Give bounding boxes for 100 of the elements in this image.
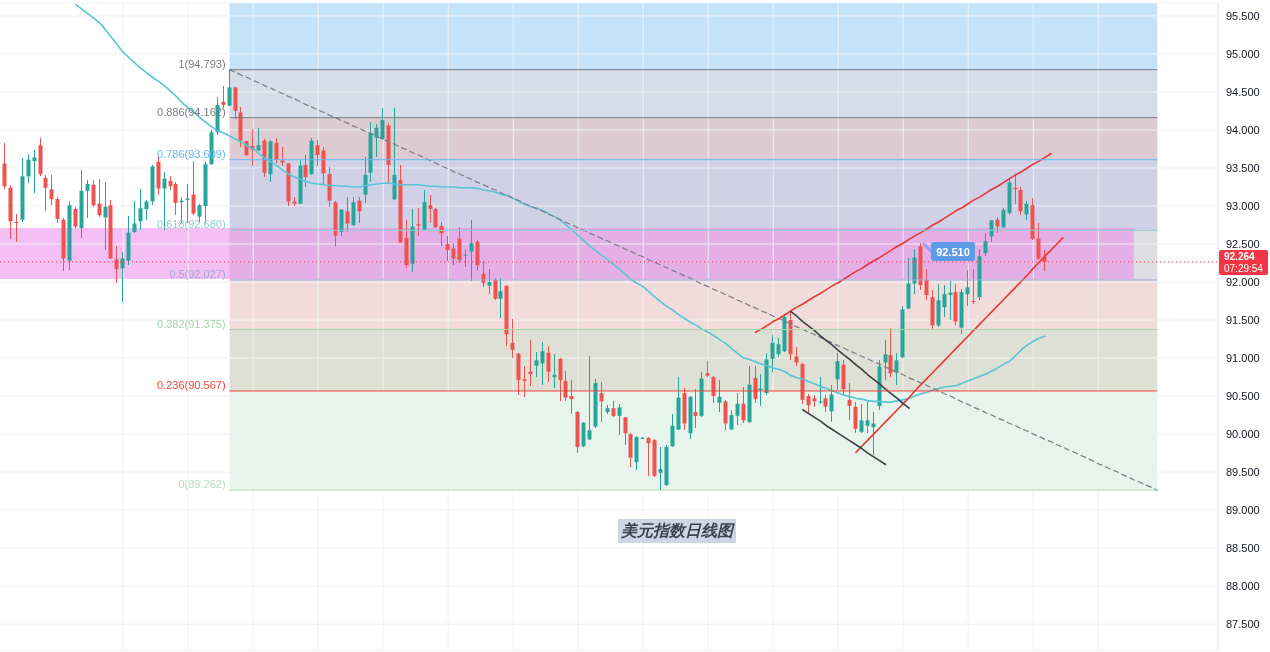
candlestick [794, 346, 799, 368]
candlestick [498, 277, 503, 319]
candlestick [670, 412, 675, 448]
candlestick [416, 207, 421, 237]
candlestick [883, 339, 888, 381]
candlestick [599, 381, 604, 423]
candlestick [91, 179, 96, 208]
ref-line-label: 0.5(92.027) [169, 267, 226, 280]
line-series [855, 237, 1064, 454]
candlestick [865, 400, 870, 434]
candlestick [2, 142, 7, 190]
text: 07:29:54 [1224, 262, 1264, 274]
y-tick-label: 92.500 [1226, 237, 1260, 250]
candlestick [723, 399, 728, 431]
line-series [790, 310, 910, 410]
candlestick [693, 388, 698, 429]
candlestick [741, 386, 746, 425]
candlestick [1024, 200, 1029, 221]
y-tick-label: 87.500 [1226, 618, 1260, 631]
candlestick [227, 69, 232, 107]
y-tick-label: 89.000 [1226, 504, 1260, 517]
candlestick [339, 208, 344, 237]
candlestick [49, 174, 54, 206]
y-tick-label: 91.000 [1226, 351, 1260, 364]
candlestick [433, 207, 438, 229]
candlestick [363, 155, 368, 204]
candlestick [451, 242, 456, 266]
candlestick [191, 160, 196, 216]
candlestick [428, 194, 433, 225]
candlestick [534, 351, 539, 378]
candlestick [628, 432, 633, 468]
candlestick [1001, 207, 1006, 229]
ref-line-label: 0(89.262) [178, 478, 226, 491]
candlestick [114, 245, 119, 284]
candlestick [558, 357, 563, 402]
y-tick-label: 94.000 [1226, 123, 1260, 136]
candlestick [97, 178, 102, 218]
candlestick [73, 206, 78, 229]
y-tick-label: 88.000 [1226, 580, 1260, 593]
line-series [75, 3, 1046, 403]
candlestick [380, 107, 385, 141]
ref-line-label: 0.382(91.375) [157, 317, 226, 330]
candlestick [510, 318, 515, 359]
y-tick-label: 88.500 [1226, 542, 1260, 555]
candlestick [617, 403, 622, 436]
candlestick [144, 199, 149, 221]
y-tick-label: 93.500 [1226, 161, 1260, 174]
candlestick [965, 269, 970, 307]
candlestick [829, 384, 834, 423]
candlestick [758, 373, 763, 407]
candlestick [1018, 186, 1023, 216]
candlestick [1036, 222, 1041, 261]
candlestick [853, 401, 858, 434]
candlestick [581, 421, 586, 448]
candlestick [623, 415, 628, 446]
text: 美元指数日线图 [618, 519, 736, 543]
y-tick-label: 93.000 [1226, 199, 1260, 212]
candlestick [717, 379, 722, 413]
candlestick [351, 196, 356, 227]
candlestick [493, 277, 498, 301]
candlestick [587, 355, 592, 441]
candlestick [85, 179, 90, 219]
ref-line-label: 0.236(90.567) [157, 378, 226, 391]
y-tick-label: 95.000 [1226, 47, 1260, 60]
candlestick [303, 154, 308, 188]
line-series [754, 152, 1052, 333]
y-tick-label: 92.000 [1226, 275, 1260, 288]
y-tick-label: 94.500 [1226, 85, 1260, 98]
candlestick [173, 181, 178, 216]
ref-line-label: 92.264 [1224, 250, 1256, 262]
candlestick [871, 411, 876, 456]
candlestick [463, 247, 468, 268]
candlestick [563, 370, 568, 402]
candlestick [55, 196, 60, 225]
candlestick [569, 379, 574, 415]
candlestick [345, 196, 350, 233]
y-tick-label: 89.500 [1226, 466, 1260, 478]
candlestick [942, 284, 947, 318]
candlestick [321, 146, 326, 185]
candlestick [646, 436, 651, 477]
candlestick [658, 446, 663, 491]
candlestick [221, 85, 226, 109]
candlestick [735, 392, 740, 426]
y-tick-label: 90.500 [1226, 389, 1260, 402]
candlestick [445, 235, 450, 263]
candlestick [818, 376, 823, 405]
candlestick [357, 196, 362, 225]
candlestick [256, 127, 261, 152]
candlestick [888, 327, 893, 378]
candlestick [457, 226, 462, 264]
y-tick-label: 95.500 [1226, 9, 1260, 22]
candlestick [274, 136, 279, 165]
candlestick [806, 393, 811, 415]
candlestick [859, 403, 864, 434]
candlestick [776, 337, 781, 358]
candlestick [14, 213, 19, 244]
candlestick [522, 365, 527, 398]
candlestick [26, 152, 31, 184]
candlestick [315, 139, 320, 168]
candlestick [280, 146, 285, 168]
